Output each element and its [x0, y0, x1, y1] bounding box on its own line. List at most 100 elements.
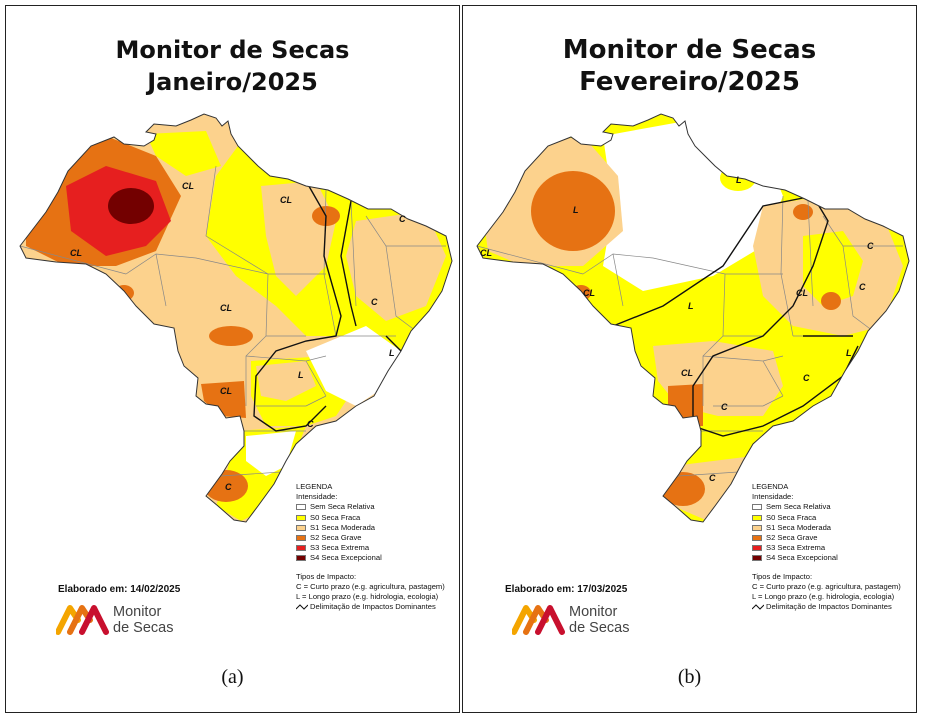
impact-label: CL [480, 248, 492, 258]
impact-label: CL [583, 288, 595, 298]
panel-title: Monitor de Secas [562, 35, 817, 65]
impact-line-label: Delimitação de Impactos Dominantes [310, 602, 436, 612]
legend-label: S2 Seca Grave [766, 533, 818, 543]
legend-label: S0 Seca Fraca [766, 512, 817, 522]
region-none-southeast [306, 326, 401, 406]
map-panel-january: Monitor de Secas Janeiro/2025 [5, 5, 460, 713]
impact-c: C = Curto prazo (e.g. agricultura, pasta… [752, 581, 901, 591]
legend-label: Sem Seca Relativa [766, 502, 831, 512]
region-s2-ma [793, 204, 813, 220]
legend-label: S1 Seca Moderada [310, 522, 376, 532]
impact-label: L [846, 348, 852, 358]
swatch-s1 [296, 524, 306, 531]
impact-label: C [721, 402, 728, 412]
map-legend: LEGENDA Intensidade: Sem Seca Relativa S… [752, 482, 901, 612]
figure-caption: (a) [221, 666, 244, 688]
legend-title: LEGENDA [752, 482, 789, 491]
state-boundaries [20, 165, 446, 477]
monitor-logo: Monitor de Secas [511, 602, 629, 640]
elaborado-date: Elaborado em: 14/02/2025 [58, 584, 181, 595]
impact-label: L [736, 175, 742, 185]
impact-label: C [803, 373, 810, 383]
swatch-s3 [752, 545, 762, 552]
impact-label: CL [182, 181, 194, 191]
region-s1-northeast [346, 211, 446, 321]
impact-labels: L L CL CL L C C CL C CL L C C [480, 175, 874, 483]
impact-label: C [859, 282, 866, 292]
impact-label: L [389, 348, 395, 358]
legend-label: S2 Seca Grave [310, 533, 362, 543]
map-legend: LEGENDA Intensidade: Sem Seca Relativa S… [296, 482, 445, 612]
impact-label: CL [70, 248, 82, 258]
impact-l: L = Longo prazo (e.g. hidrologia, ecolog… [752, 592, 895, 602]
impact-label: CL [220, 386, 232, 396]
swatch-none [752, 504, 762, 511]
elaborado-date: Elaborado em: 17/03/2025 [505, 584, 628, 595]
swatch-none [296, 504, 306, 511]
panel-subtitle: Fevereiro/2025 [579, 67, 800, 97]
swatch-s2 [296, 535, 306, 542]
impact-label: C [399, 214, 406, 224]
logo-line2: de Secas [569, 620, 630, 636]
panel-subtitle: Janeiro/2025 [147, 68, 318, 96]
swatch-s3 [296, 545, 306, 552]
logo-line1: Monitor [569, 604, 618, 620]
impact-delimitation [253, 180, 402, 432]
impact-label: L [573, 205, 579, 215]
panel-title: Monitor de Secas [115, 36, 350, 64]
figure-caption: (b) [677, 666, 702, 688]
impact-label: CL [796, 288, 808, 298]
legend-label: S4 Seca Excepcional [310, 553, 382, 563]
impact-title: Tipos de Impacto: [752, 571, 813, 581]
impact-labels: CL CL CL C CL C CL L L C C [70, 181, 406, 492]
swatch-s0 [752, 514, 762, 521]
swatch-s1 [752, 524, 762, 531]
swatch-s4 [752, 555, 762, 562]
impact-delimitation [612, 195, 859, 437]
impact-label: C [709, 473, 716, 483]
impact-label: C [307, 419, 314, 429]
impact-label: CL [681, 368, 693, 378]
impact-label: C [225, 482, 232, 492]
monitor-logo: Monitor de Secas [55, 602, 173, 640]
impact-label: CL [220, 303, 232, 313]
legend-label: S0 Seca Fraca [310, 512, 361, 522]
logo-line1: Monitor [113, 604, 162, 620]
impact-title: Tipos de Impacto: [296, 571, 357, 581]
impact-c: C = Curto prazo (e.g. agricultura, pasta… [296, 581, 445, 591]
legend-label: S1 Seca Moderada [766, 522, 832, 532]
region-s2-mt [209, 326, 253, 346]
legend-subtitle: Intensidade: [296, 492, 338, 502]
region-s2-ms [201, 381, 246, 418]
delimitation-line-icon [752, 604, 764, 610]
impact-label: CL [280, 195, 292, 205]
impact-label: L [688, 301, 694, 311]
impact-label: C [867, 241, 874, 251]
region-s2-acre [114, 285, 134, 301]
swatch-s4 [296, 555, 306, 562]
logo-icon [511, 605, 565, 635]
legend-label: S4 Seca Excepcional [766, 553, 838, 563]
swatch-s0 [296, 514, 306, 521]
drought-map: CL CL CL C CL C CL L L C C [19, 113, 453, 523]
region-s2-pi [821, 292, 841, 310]
region-s1-sp [256, 361, 316, 401]
region-s2-west [531, 171, 615, 251]
map-panel-february: Monitor de Secas Fevereiro/2025 L L CL [462, 5, 917, 713]
region-s4-west [108, 188, 154, 224]
legend-label: S3 Seca Extrema [310, 543, 370, 553]
impact-label: L [298, 370, 304, 380]
delimitation-line-icon [296, 604, 308, 610]
legend-label: Sem Seca Relativa [310, 502, 375, 512]
drought-map: L L CL CL L C C CL C CL L C C [476, 113, 910, 523]
logo-icon [55, 605, 109, 635]
legend-subtitle: Intensidade: [752, 492, 794, 502]
legend-title: LEGENDA [296, 482, 333, 491]
impact-label: C [371, 297, 378, 307]
logo-line2: de Secas [113, 620, 174, 636]
legend-label: S3 Seca Extrema [766, 543, 826, 553]
region-s0-north [146, 131, 221, 176]
impact-line-label: Delimitação de Impactos Dominantes [766, 602, 892, 612]
swatch-s2 [752, 535, 762, 542]
impact-l: L = Longo prazo (e.g. hidrologia, ecolog… [296, 592, 439, 602]
